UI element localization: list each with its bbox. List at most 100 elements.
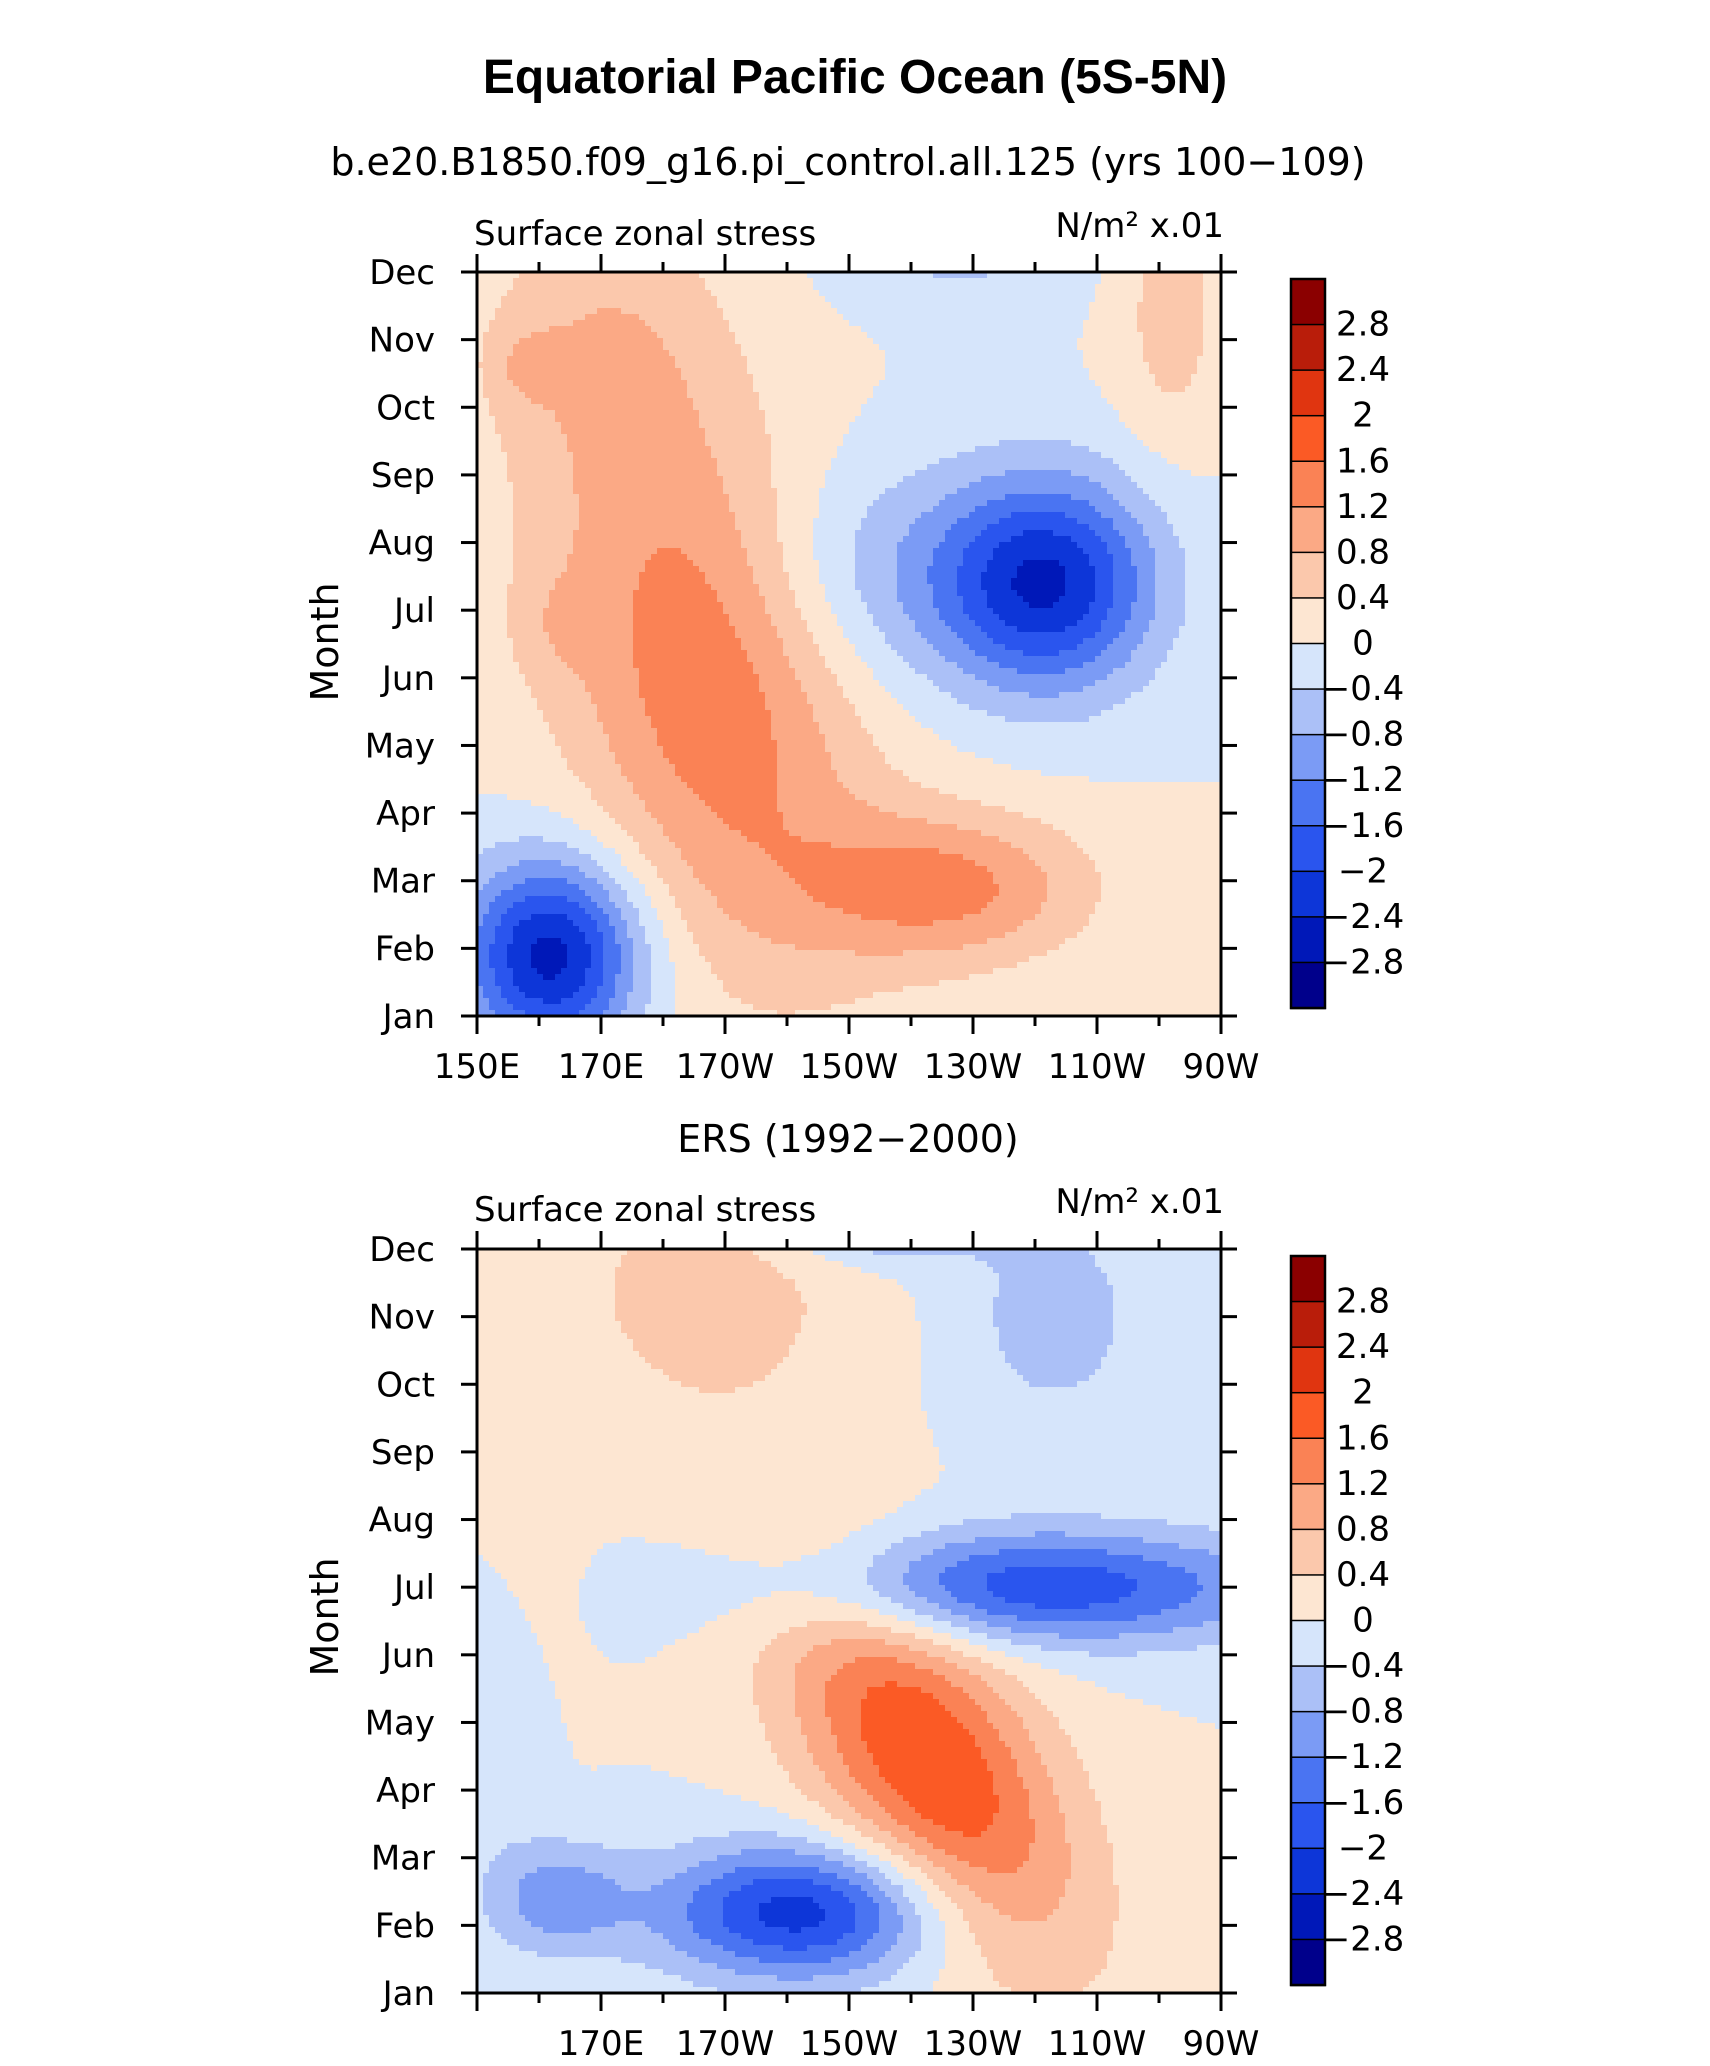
contour-cell: [813, 464, 820, 471]
contour-cell: [759, 470, 766, 477]
contour-cell: [1179, 488, 1186, 495]
contour-cell: [585, 284, 592, 291]
contour-cell: [1161, 488, 1168, 495]
contour-cell: [741, 386, 748, 393]
contour-cell: [1215, 446, 1222, 453]
contour-cell: [891, 272, 898, 279]
contour-cell: [585, 380, 592, 387]
contour-cell: [951, 356, 958, 363]
contour-cell: [1155, 452, 1162, 459]
contour-cell: [813, 374, 820, 381]
contour-cell: [537, 356, 544, 363]
contour-cell: [669, 344, 676, 351]
contour-cell: [843, 488, 850, 495]
contour-cell: [717, 422, 724, 429]
contour-cell: [813, 362, 820, 369]
contour-cell: [753, 314, 760, 321]
contour-cell: [753, 428, 760, 435]
contour-cell: [489, 404, 496, 411]
contour-cell: [747, 506, 754, 513]
contour-cell: [981, 368, 988, 375]
contour-cell: [753, 404, 760, 411]
contour-cell: [723, 320, 730, 327]
contour-cell: [1173, 482, 1180, 489]
contour-cell: [657, 314, 664, 321]
contour-cell: [501, 476, 508, 483]
contour-cell: [963, 362, 970, 369]
contour-cell: [903, 320, 910, 327]
contour-cell: [501, 494, 508, 501]
contour-cell: [501, 308, 508, 315]
contour-cell: [1011, 440, 1018, 447]
contour-cell: [1017, 458, 1024, 465]
contour-cell: [1125, 350, 1132, 357]
contour-cell: [921, 482, 928, 489]
contour-cell: [771, 464, 778, 471]
contour-cell: [819, 356, 826, 363]
contour-cell: [1191, 488, 1198, 495]
contour-cell: [765, 452, 772, 459]
contour-cell: [1125, 296, 1132, 303]
contour-cell: [687, 380, 694, 387]
contour-cell: [603, 464, 610, 471]
contour-cell: [1203, 434, 1210, 441]
contour-cell: [1059, 302, 1066, 309]
contour-cell: [771, 416, 778, 423]
contour-cell: [963, 482, 970, 489]
contour-cell: [597, 482, 604, 489]
contour-cell: [1203, 440, 1210, 447]
contour-cell: [903, 500, 910, 507]
contour-cell: [957, 344, 964, 351]
contour-cell: [495, 470, 502, 477]
contour-cell: [1065, 392, 1072, 399]
contour-cell: [651, 272, 658, 279]
contour-cell: [627, 296, 634, 303]
contour-cell: [987, 362, 994, 369]
contour-cell: [873, 302, 880, 309]
contour-cell: [603, 422, 610, 429]
contour-cell: [1215, 470, 1222, 477]
contour-cell: [771, 362, 778, 369]
contour-cell: [903, 302, 910, 309]
contour-cell: [921, 386, 928, 393]
contour-cell: [711, 488, 718, 495]
contour-cell: [489, 290, 496, 297]
contour-cell: [1095, 284, 1102, 291]
contour-cell: [495, 338, 502, 345]
contour-cell: [537, 320, 544, 327]
contour-cell: [1041, 404, 1048, 411]
contour-cell: [1173, 326, 1180, 333]
contour-cell: [651, 344, 658, 351]
contour-cell: [591, 476, 598, 483]
contour-cell: [735, 428, 742, 435]
contour-cell: [861, 494, 868, 501]
contour-cell: [861, 392, 868, 399]
contour-cell: [927, 410, 934, 417]
contour-cell: [687, 416, 694, 423]
contour-cell: [531, 500, 538, 507]
contour-cell: [1113, 476, 1120, 483]
contour-cell: [1143, 278, 1150, 285]
contour-cell: [615, 290, 622, 297]
contour-cell: [717, 428, 724, 435]
contour-cell: [1095, 506, 1102, 513]
contour-cell: [1065, 398, 1072, 405]
contour-cell: [897, 464, 904, 471]
contour-cell: [777, 374, 784, 381]
contour-cell: [999, 350, 1006, 357]
contour-cell: [897, 338, 904, 345]
contour-cell: [1215, 296, 1222, 303]
contour-cell: [927, 494, 934, 501]
contour-cell: [567, 488, 574, 495]
contour-cell: [1167, 482, 1174, 489]
contour-cell: [1065, 452, 1072, 459]
contour-cell: [543, 314, 550, 321]
contour-cell: [933, 356, 940, 363]
contour-cell: [1179, 470, 1186, 477]
contour-cell: [1047, 356, 1054, 363]
contour-cell: [999, 506, 1006, 513]
contour-cell: [699, 374, 706, 381]
contour-cell: [675, 476, 682, 483]
contour-cell: [1107, 278, 1114, 285]
